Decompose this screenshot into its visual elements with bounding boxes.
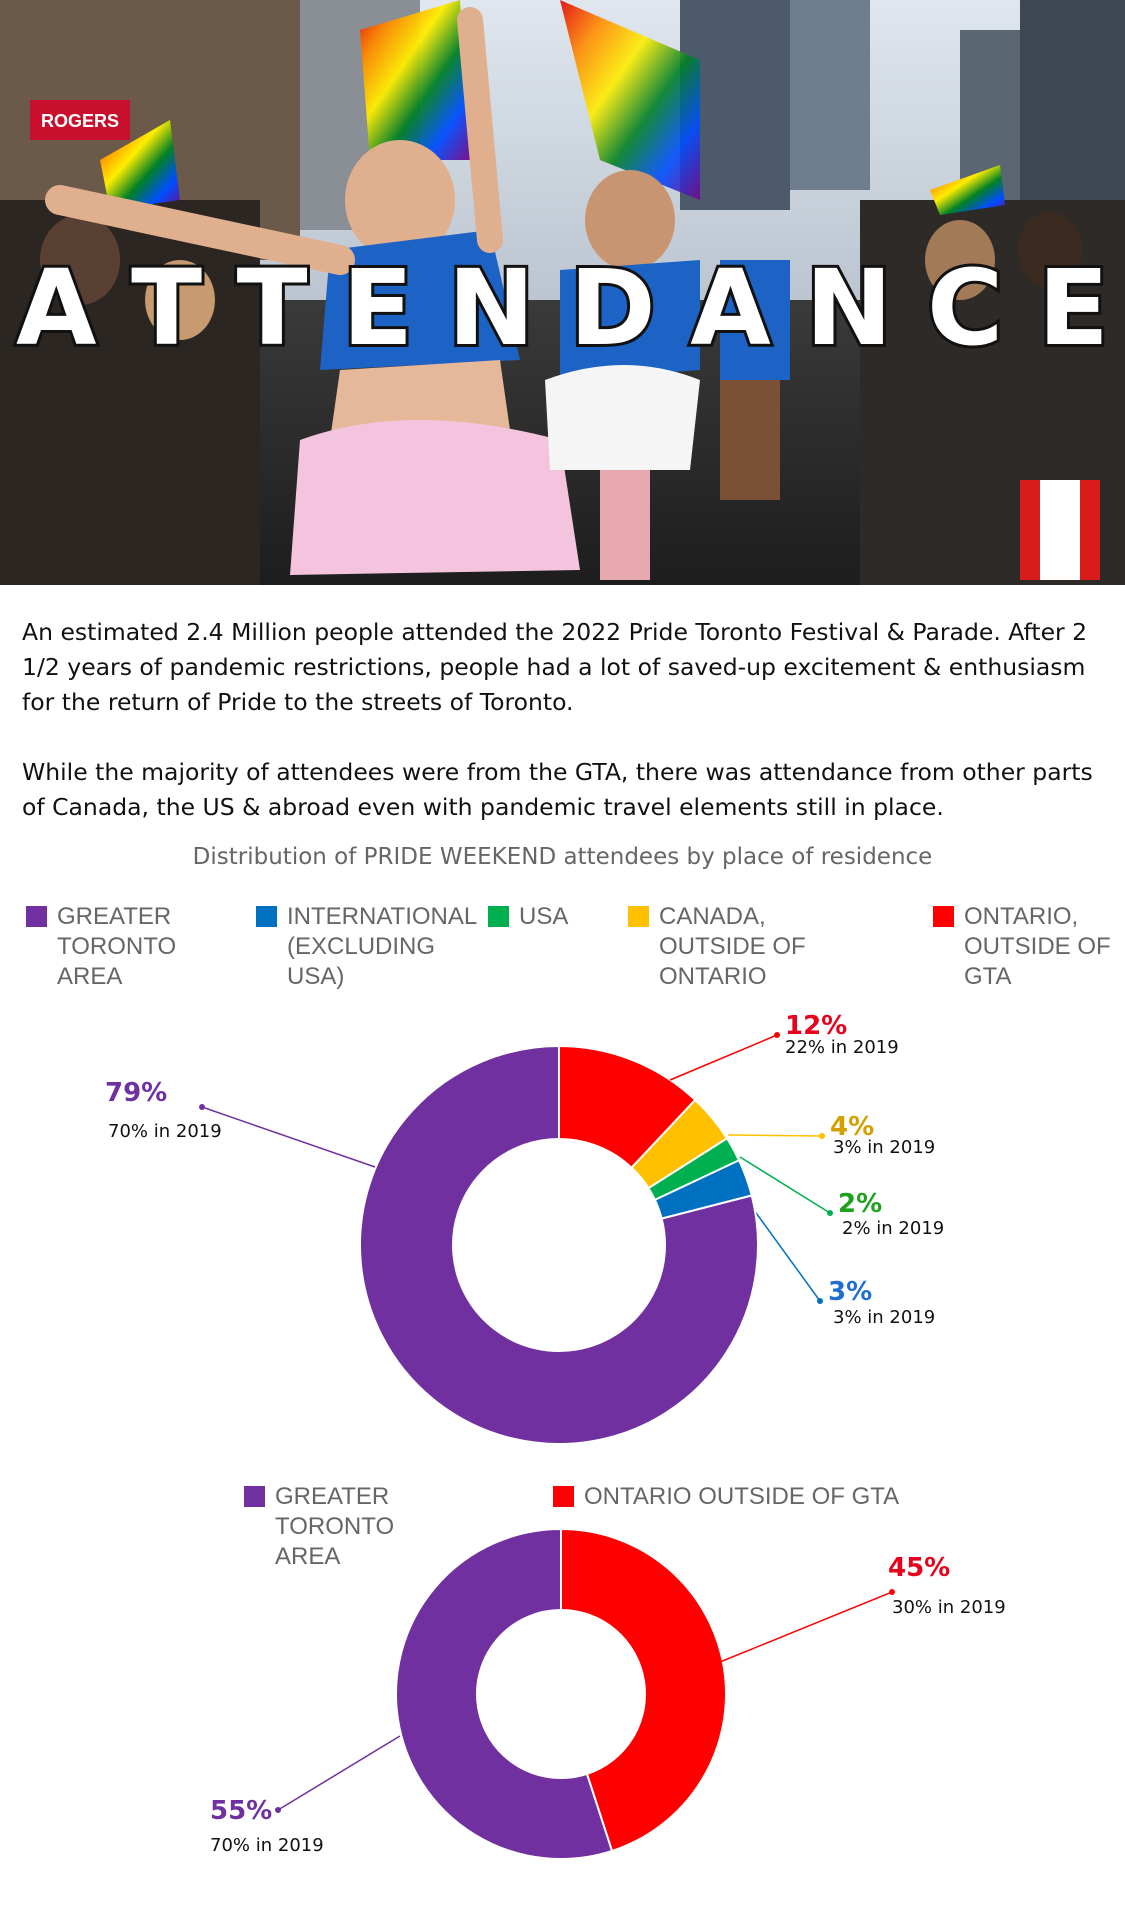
leader-dot — [827, 1210, 833, 1216]
legend-item-canada: CANADA, OUTSIDE OF ONTARIO — [628, 902, 808, 992]
leader-line — [727, 1134, 823, 1137]
leader-line — [719, 1591, 893, 1663]
data-label-percent: 79% — [105, 1078, 168, 1108]
leader-line — [745, 1198, 821, 1302]
legend-label: GREATER TORONTO AREA — [275, 1483, 395, 1570]
leader-line — [277, 1735, 401, 1811]
intro-text: An estimated 2.4 Million people attended… — [22, 615, 1107, 860]
legend-item-ontario: ONTARIO, OUTSIDE OF GTA — [933, 902, 1113, 992]
legend-label: INTERNATIONAL (EXCLUDING USA) — [287, 903, 477, 990]
data-label-2019: 70% in 2019 — [108, 1121, 222, 1142]
leader-dot — [819, 1133, 825, 1139]
chart-title: Distribution of PRIDE WEEKEND attendees … — [192, 844, 933, 870]
hero-title-letter: A — [13, 245, 99, 371]
data-label-2019: 22% in 2019 — [785, 1037, 899, 1058]
hero-title-letter: D — [566, 245, 658, 371]
leader-line — [201, 1106, 376, 1168]
parade-scene: ROGERS — [0, 0, 1125, 585]
legend-swatch-red — [553, 1486, 574, 1507]
data-label-2019: 30% in 2019 — [892, 1597, 1006, 1618]
legend-item-international: INTERNATIONAL (EXCLUDING USA) — [256, 902, 476, 992]
hero-title-letter: E — [339, 245, 416, 371]
legend-label: USA — [519, 903, 569, 930]
leader-dot — [774, 1032, 780, 1038]
donut-slice — [560, 1527, 727, 1853]
legend-label: ONTARIO OUTSIDE OF GTA — [584, 1483, 900, 1510]
data-label-percent: 12% — [785, 1011, 848, 1041]
data-label-2019: 2% in 2019 — [842, 1218, 945, 1239]
legend-swatch-blue — [256, 906, 277, 927]
data-label-percent: 55% — [210, 1796, 273, 1826]
legend-item-gta: GREATER TORONTO AREA — [26, 902, 206, 992]
donut-slice — [359, 1044, 759, 1445]
data-label-percent: 4% — [830, 1112, 875, 1142]
legend-item-usa: USA — [488, 902, 588, 932]
data-label-percent: 45% — [888, 1553, 951, 1583]
hero-title-letter: C — [924, 245, 1006, 371]
donut-slice — [395, 1527, 614, 1860]
leader-dot — [889, 1589, 895, 1595]
legend-label: CANADA, OUTSIDE OF ONTARIO — [659, 903, 806, 990]
leader-dot — [275, 1807, 281, 1813]
leader-dot — [199, 1104, 205, 1110]
store-sign: ROGERS — [41, 111, 119, 131]
legend-item-ontario-2: ONTARIO OUTSIDE OF GTA — [553, 1482, 953, 1512]
legend-label: ONTARIO, OUTSIDE OF GTA — [964, 903, 1111, 990]
leader-line — [739, 1156, 831, 1214]
legend-item-gta-2: GREATER TORONTO AREA — [244, 1482, 444, 1572]
legend-swatch-purple — [26, 906, 47, 927]
hero-title-letter: E — [1035, 245, 1112, 371]
legend-label: GREATER TORONTO AREA — [57, 903, 177, 990]
hero-title-letter: T — [128, 245, 205, 371]
legend-swatch-green — [488, 906, 509, 927]
hero-title-letter: N — [445, 245, 538, 371]
intro-paragraph-2: While the majority of attendees were fro… — [22, 758, 1093, 821]
legend-swatch-purple — [244, 1486, 265, 1507]
leader-line — [669, 1034, 778, 1081]
hero-title-letter: T — [234, 245, 311, 371]
legend-swatch-yellow — [628, 906, 649, 927]
hero-title-letter: N — [802, 245, 895, 371]
data-label-percent: 2% — [838, 1189, 883, 1219]
data-label-2019: 70% in 2019 — [210, 1835, 324, 1856]
data-label-percent: 3% — [828, 1277, 873, 1307]
data-label-2019: 3% in 2019 — [833, 1307, 936, 1328]
intro-paragraph-1: An estimated 2.4 Million people attended… — [22, 618, 1088, 716]
data-label-2019: 3% in 2019 — [833, 1137, 936, 1158]
legend-swatch-red — [933, 906, 954, 927]
leader-dot — [817, 1298, 823, 1304]
hero-title-letter: A — [687, 245, 773, 371]
